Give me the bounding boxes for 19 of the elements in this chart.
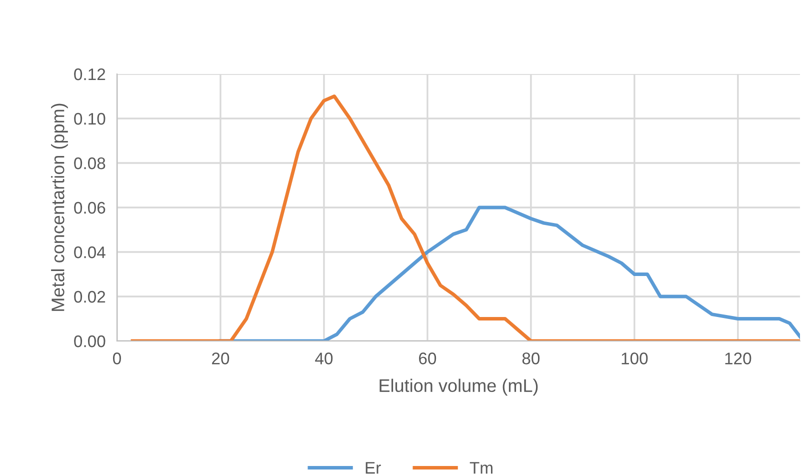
y-tick-label: 0.02 xyxy=(74,290,106,303)
x-tick-label: 0 xyxy=(113,352,121,364)
x-tick-label: 80 xyxy=(522,352,540,364)
y-axis-title: Metal concentartion (ppm) xyxy=(51,104,68,311)
x-tick-label: 120 xyxy=(725,352,752,364)
y-tick-label: 0.04 xyxy=(74,246,106,258)
x-tick-label: 40 xyxy=(315,352,333,364)
y-tick-label: 0.06 xyxy=(74,202,106,214)
legend-label: Tm xyxy=(470,462,492,474)
y-tick-label: 0.12 xyxy=(74,68,106,80)
legend-label: Er xyxy=(366,462,381,474)
x-axis-title: Elution volume (mL) xyxy=(380,378,538,396)
y-tick-label: 0.08 xyxy=(74,157,106,170)
x-tick-label: 20 xyxy=(212,352,230,364)
line-series xyxy=(130,94,800,341)
y-tick-label: 0.10 xyxy=(74,112,106,125)
y-tick-label: 0.00 xyxy=(74,335,106,348)
x-tick-label: 100 xyxy=(622,352,648,364)
x-tick-label: 60 xyxy=(419,352,436,364)
